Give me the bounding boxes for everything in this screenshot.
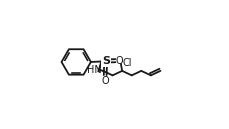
Text: HN: HN [87,65,102,75]
Text: Cl: Cl [123,58,132,68]
Text: O: O [115,56,123,66]
Text: O: O [101,76,109,86]
Text: S: S [102,56,110,66]
